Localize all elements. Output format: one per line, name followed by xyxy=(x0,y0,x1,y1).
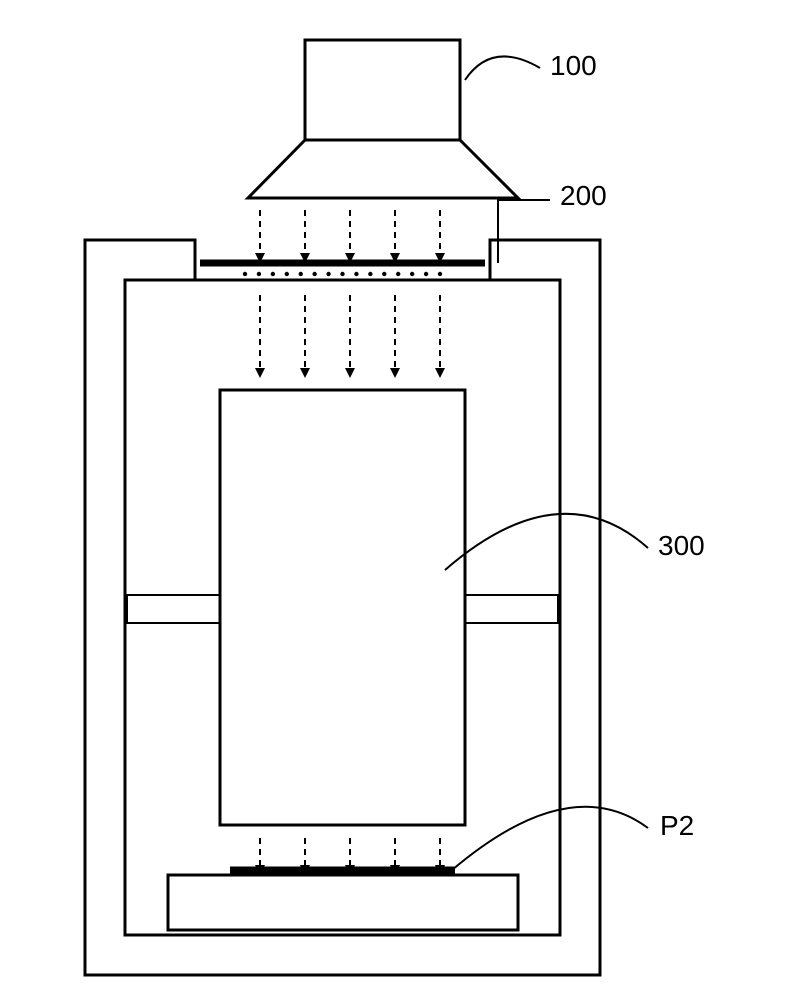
mask-aperture-dot xyxy=(410,272,414,276)
mask-aperture-dot xyxy=(312,272,316,276)
beam-arrow-mid-head xyxy=(435,368,445,378)
leader-100 xyxy=(465,56,540,80)
mask-aperture-dot xyxy=(368,272,372,276)
mask-aperture-dot xyxy=(396,272,400,276)
mask-aperture-dot xyxy=(299,272,303,276)
funnel xyxy=(248,140,518,198)
beam-arrow-mid-head xyxy=(300,368,310,378)
beam-arrow-mid-head xyxy=(390,368,400,378)
label-200: 200 xyxy=(560,180,607,211)
leader-line xyxy=(498,200,550,263)
mask-aperture-dot xyxy=(424,272,428,276)
mask-aperture-dot xyxy=(243,272,247,276)
mask-aperture-dot xyxy=(271,272,275,276)
label-300: 300 xyxy=(658,530,705,561)
mask-aperture-dot xyxy=(354,272,358,276)
patent-diagram: 100 200 300 P2 xyxy=(0,0,801,1000)
mask-aperture-dot xyxy=(285,272,289,276)
projection-column xyxy=(220,390,465,825)
mask-aperture-dot xyxy=(438,272,442,276)
label-100: 100 xyxy=(550,50,597,81)
leader-300 xyxy=(445,514,648,570)
beam-arrow-mid-head xyxy=(255,368,265,378)
source-block xyxy=(305,40,460,140)
mask-aperture-dot xyxy=(257,272,261,276)
beam-arrow-mid-head xyxy=(345,368,355,378)
stage xyxy=(168,875,518,930)
mask-aperture-dot xyxy=(382,272,386,276)
mask-aperture-dot xyxy=(340,272,344,276)
mask-aperture-dot xyxy=(326,272,330,276)
leader-p2 xyxy=(452,807,648,870)
label-p2: P2 xyxy=(660,810,694,841)
